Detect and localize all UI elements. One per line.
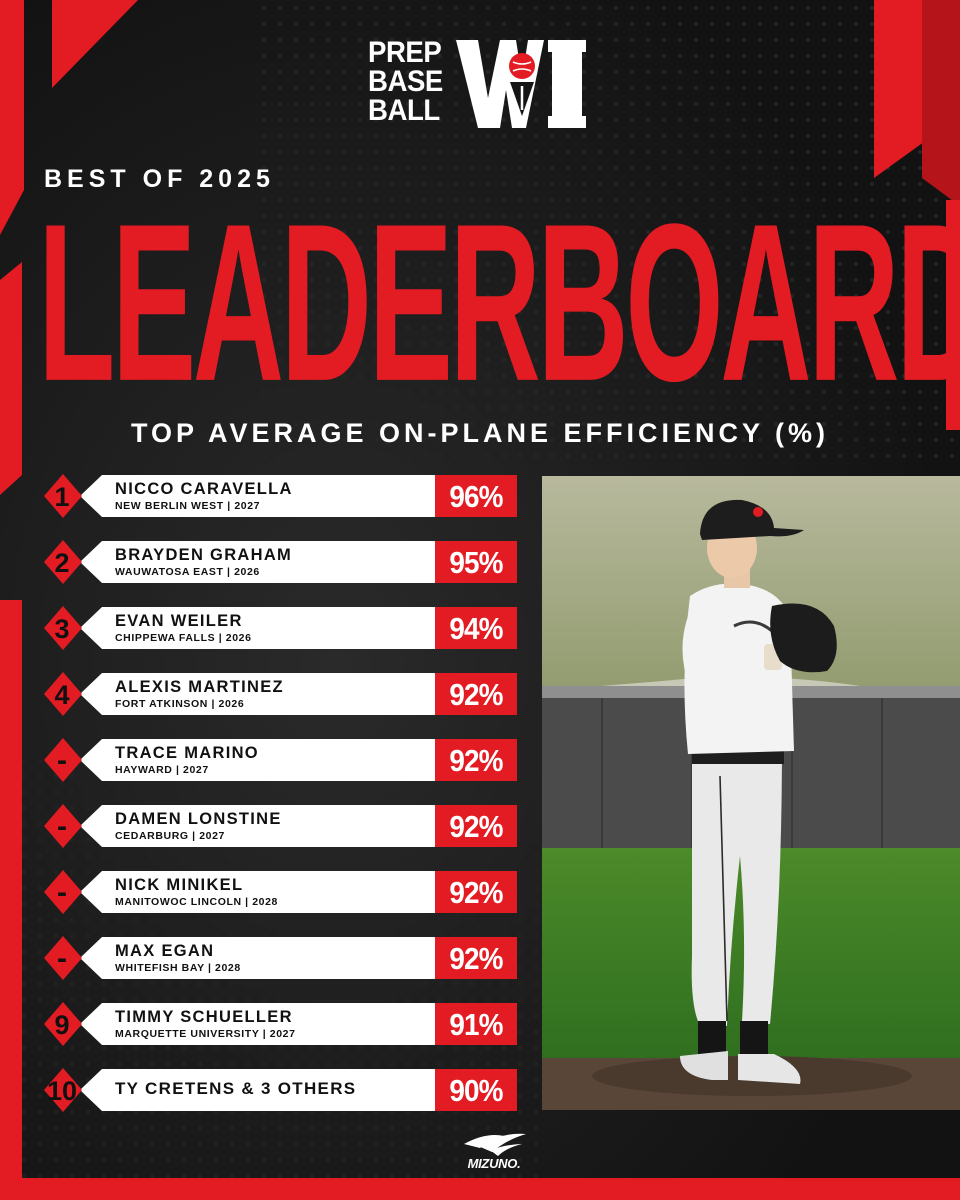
leaderboard-row: - DAMEN LONSTINE CEDARBURG | 2027 92% — [44, 804, 519, 848]
player-name: TRACE MARINO — [115, 744, 259, 762]
score-badge: 92% — [435, 871, 517, 913]
page-title: LEADERBOARD — [38, 176, 960, 428]
rank-value: 10 — [46, 1076, 78, 1106]
mizuno-runbird-icon — [464, 1133, 526, 1156]
score-value: 92% — [449, 809, 503, 844]
player-school-year: FORT ATKINSON | 2026 — [115, 698, 245, 710]
player-school-year: HAYWARD | 2027 — [115, 764, 209, 776]
leaderboard-row: 9 TIMMY SCHUELLER MARQUETTE UNIVERSITY |… — [44, 1002, 519, 1046]
sponsor-name: MIZUNO. — [467, 1156, 521, 1171]
brand-line: PREP — [368, 36, 442, 69]
score-value: 92% — [449, 743, 503, 778]
score-badge: 92% — [435, 937, 517, 979]
rank-value: - — [57, 942, 67, 975]
score-value: 96% — [449, 479, 503, 514]
leaderboard-row: 4 ALEXIS MARTINEZ FORT ATKINSON | 2026 9… — [44, 672, 519, 716]
player-card — [80, 805, 435, 847]
player-card — [80, 475, 435, 517]
player-name: NICK MINIKEL — [115, 876, 244, 894]
player-name: EVAN WEILER — [115, 612, 243, 630]
player-school-year: WAUWATOSA EAST | 2026 — [115, 566, 260, 578]
player-card — [80, 937, 435, 979]
player-school-year: CHIPPEWA FALLS | 2026 — [115, 632, 252, 644]
score-value: 92% — [449, 677, 503, 712]
rank-value: 3 — [54, 614, 70, 644]
score-value: 90% — [449, 1073, 503, 1108]
player-card — [80, 1003, 435, 1045]
brand-logo: PREP BASE BALL — [368, 38, 598, 134]
score-value: 94% — [449, 611, 503, 646]
score-badge: 92% — [435, 739, 517, 781]
player-name: TY CRETENS & 3 OTHERS — [115, 1079, 357, 1098]
score-badge: 94% — [435, 607, 517, 649]
player-card — [80, 871, 435, 913]
leaderboard-row: 10 TY CRETENS & 3 OTHERS 90% — [44, 1068, 519, 1112]
score-value: 92% — [449, 875, 503, 910]
rank-value: - — [57, 810, 67, 843]
player-name: BRAYDEN GRAHAM — [115, 546, 293, 564]
brand-line: BALL — [368, 94, 440, 127]
player-school-year: CEDARBURG | 2027 — [115, 830, 225, 842]
rank-value: 4 — [54, 680, 70, 710]
brand-line: BASE — [368, 65, 443, 98]
wi-shield-logo — [456, 40, 586, 128]
score-badge: 95% — [435, 541, 517, 583]
leaderboard-row: 2 BRAYDEN GRAHAM WAUWATOSA EAST | 2026 9… — [44, 540, 519, 584]
player-photo — [542, 476, 960, 1110]
score-badge: 90% — [435, 1069, 517, 1111]
score-value: 91% — [449, 1007, 503, 1042]
leaderboard-row: - MAX EGAN WHITEFISH BAY | 2028 92% — [44, 936, 519, 980]
rank-value: 1 — [54, 482, 70, 512]
score-value: 95% — [449, 545, 503, 580]
player-card — [80, 739, 435, 781]
kicker-title: BEST OF 2025 — [44, 165, 275, 193]
rank-value: - — [57, 876, 67, 909]
player-name: TIMMY SCHUELLER — [115, 1008, 293, 1026]
player-card — [80, 673, 435, 715]
baseball-player-illustration — [542, 476, 960, 1110]
leaderboard-row: 3 EVAN WEILER CHIPPEWA FALLS | 2026 94% — [44, 606, 519, 650]
player-name: MAX EGAN — [115, 942, 215, 960]
brand-wordmark: PREP BASE BALL — [368, 36, 443, 127]
leaderboard-row: - NICK MINIKEL MANITOWOC LINCOLN | 2028 … — [44, 870, 519, 914]
leaderboard-row: - TRACE MARINO HAYWARD | 2027 92% — [44, 738, 519, 782]
player-name: DAMEN LONSTINE — [115, 810, 282, 828]
player-school-year: MARQUETTE UNIVERSITY | 2027 — [115, 1028, 296, 1040]
leaderboard-row: 1 NICCO CARAVELLA NEW BERLIN WEST | 2027… — [44, 474, 519, 518]
score-badge: 92% — [435, 805, 517, 847]
metric-title: TOP AVERAGE ON-PLANE EFFICIENCY (%) — [130, 418, 830, 448]
score-badge: 91% — [435, 1003, 517, 1045]
score-badge: 92% — [435, 673, 517, 715]
player-school-year: WHITEFISH BAY | 2028 — [115, 962, 241, 974]
score-value: 92% — [449, 941, 503, 976]
player-name: ALEXIS MARTINEZ — [115, 678, 284, 696]
player-name: NICCO CARAVELLA — [115, 480, 293, 498]
player-card — [80, 607, 435, 649]
player-school-year: NEW BERLIN WEST | 2027 — [115, 500, 261, 512]
player-card — [80, 1069, 435, 1111]
rank-value: 9 — [54, 1010, 70, 1040]
rank-value: - — [57, 744, 67, 777]
score-badge: 96% — [435, 475, 517, 517]
sponsor-logo: MIZUNO. — [456, 1126, 532, 1176]
rank-value: 2 — [54, 548, 70, 578]
player-card — [80, 541, 435, 583]
player-school-year: MANITOWOC LINCOLN | 2028 — [115, 896, 278, 908]
